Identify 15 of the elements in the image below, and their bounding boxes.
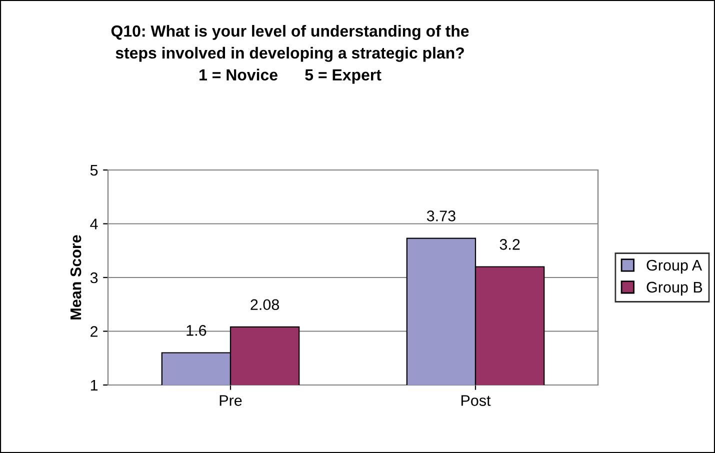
y-axis-title: Mean Score (70, 235, 82, 320)
x-tick-label: Pre (220, 395, 242, 406)
data-label: 1.6 (186, 325, 206, 336)
y-tick-label: 4 (90, 218, 98, 230)
data-label: 3.2 (500, 239, 520, 250)
y-tick-label: 1 (90, 380, 98, 391)
y-tick-label: 5 (90, 165, 98, 176)
data-label: 2.08 (250, 299, 280, 310)
legend-label: Group B (646, 282, 702, 296)
y-tick-label: 3 (90, 272, 98, 284)
chart-title: Q10: What is your level of understanding of the steps involved in developing a strategic plan? 1 = Novice 5 = Expert (111, 25, 469, 84)
data-label: 3.73 (426, 210, 456, 222)
x-tick-label: Post (461, 395, 491, 406)
y-tick-label: 2 (90, 326, 98, 337)
legend-label: Group A (646, 260, 702, 274)
